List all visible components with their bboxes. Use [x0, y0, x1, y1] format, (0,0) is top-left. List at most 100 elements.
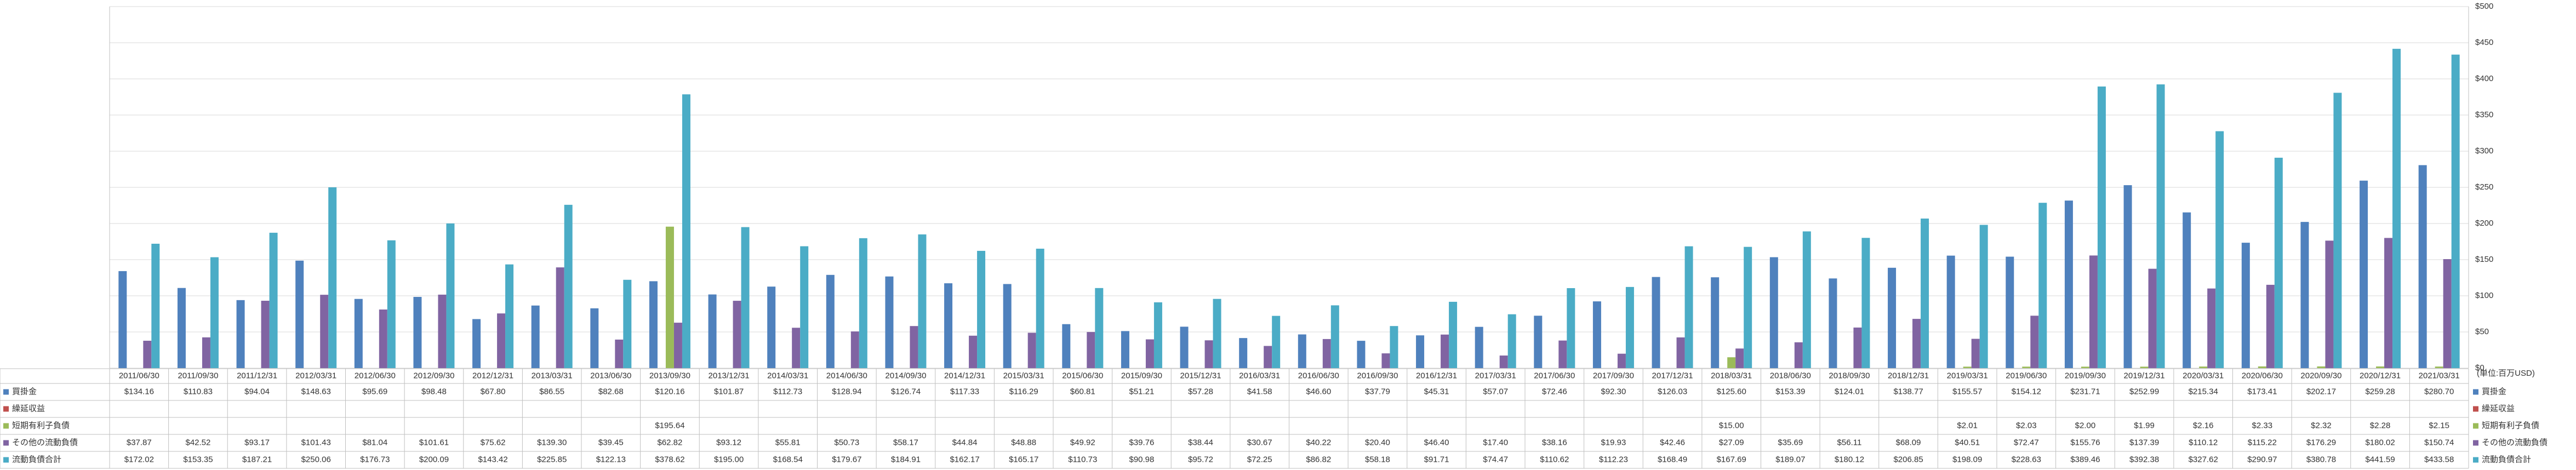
table-cell: $153.39: [1775, 387, 1805, 396]
bar: [1861, 238, 1870, 368]
legend-label: その他の流動負債: [12, 438, 78, 447]
bar: [1357, 341, 1366, 368]
bar: [1145, 339, 1154, 368]
table-cell: $138.77: [1893, 387, 1923, 396]
table-cell: $20.40: [1365, 438, 1390, 447]
table-cell: $37.79: [1365, 387, 1390, 396]
table-cell: $49.92: [1070, 438, 1095, 447]
table-cell: $48.88: [1011, 438, 1036, 447]
bar: [2207, 288, 2216, 368]
table-cell: $2.32: [2311, 421, 2332, 430]
table-cell: $57.07: [1483, 387, 1508, 396]
table-cell: $184.91: [891, 455, 921, 464]
x-tick-label: 2015/12/31: [1180, 371, 1221, 380]
x-tick-label: 2019/06/30: [2006, 371, 2047, 380]
table-cell: $56.11: [1837, 438, 1862, 447]
legend-label: 買掛金: [2482, 387, 2506, 396]
table-cell: $101.43: [301, 438, 331, 447]
table-cell: $155.57: [1952, 387, 1982, 396]
legend-swatch: [3, 423, 9, 429]
table-cell: $441.59: [2365, 455, 2395, 464]
x-tick-label: 2015/06/30: [1062, 371, 1103, 380]
x-tick-label: 2018/03/31: [1711, 371, 1752, 380]
legend-swatch: [3, 406, 9, 412]
x-tick-label: 2013/09/30: [649, 371, 690, 380]
table-cell: $154.12: [2012, 387, 2041, 396]
bar: [2140, 366, 2149, 368]
table-cell: $92.30: [1601, 387, 1626, 396]
table-cell: $2.03: [2016, 421, 2037, 430]
x-tick-label: 2014/12/31: [944, 371, 985, 380]
table-cell: $180.12: [1835, 455, 1864, 464]
bar: [2022, 366, 2031, 368]
table-cell: $167.69: [1717, 455, 1746, 464]
bar: [2258, 366, 2266, 368]
table-cell: $2.15: [2429, 421, 2449, 430]
bar: [446, 223, 455, 368]
bar: [1322, 339, 1331, 368]
table-cell: $38.16: [1542, 438, 1567, 447]
bar: [320, 295, 329, 368]
bar: [1979, 225, 1988, 368]
bar: [202, 337, 210, 368]
bar: [800, 246, 809, 368]
table-cell: $162.17: [950, 455, 979, 464]
table-cell: $176.29: [2306, 438, 2336, 447]
bar: [2148, 268, 2157, 368]
table-cell: $58.17: [893, 438, 918, 447]
x-tick-label: 2014/03/31: [767, 371, 808, 380]
bar: [2333, 93, 2342, 368]
bar: [623, 279, 632, 368]
table-cell: $195.00: [714, 455, 744, 464]
bar: [1676, 337, 1685, 368]
bar: [1272, 316, 1281, 368]
bar: [1625, 286, 1634, 368]
bar: [2392, 49, 2401, 368]
x-tick-label: 2019/03/31: [1947, 371, 1988, 380]
bar: [1592, 301, 1601, 368]
bar: [1095, 288, 1104, 368]
table-cell: $215.34: [2189, 387, 2218, 396]
bar: [2038, 203, 2047, 368]
bar: [1204, 340, 1213, 368]
bar: [859, 238, 867, 368]
bar: [269, 232, 278, 368]
table-cell: $93.17: [244, 438, 270, 447]
bar: [1153, 302, 1162, 368]
bar: [151, 243, 160, 368]
table-cell: $46.40: [1424, 438, 1449, 447]
table-cell: $122.13: [596, 455, 626, 464]
bar: [665, 226, 674, 368]
x-tick-label: 2020/03/31: [2183, 371, 2224, 380]
bar: [2443, 259, 2452, 368]
x-tick-label: 2020/06/30: [2242, 371, 2283, 380]
table-cell: $72.47: [2014, 438, 2039, 447]
table-cell: $67.80: [481, 387, 506, 396]
x-tick-label: 2012/06/30: [355, 371, 396, 380]
bar: [413, 297, 422, 368]
bar: [885, 276, 894, 368]
bar: [177, 288, 186, 368]
table-cell: $378.62: [655, 455, 684, 464]
table-cell: $125.60: [1717, 387, 1746, 396]
table-cell: $168.54: [773, 455, 803, 464]
legend-swatch: [2473, 440, 2478, 446]
bar: [261, 301, 270, 368]
bar: [1534, 316, 1543, 368]
table-cell: $117.33: [950, 387, 979, 396]
x-tick-label: 2014/06/30: [826, 371, 867, 380]
bar: [564, 204, 573, 368]
table-cell: $137.39: [2129, 438, 2159, 447]
bar: [387, 240, 396, 368]
table-cell: $252.99: [2129, 387, 2159, 396]
table-cell: $42.52: [185, 438, 210, 447]
table-cell: $86.55: [539, 387, 564, 396]
bar: [2123, 185, 2132, 368]
table-cell: $168.49: [1658, 455, 1687, 464]
legend-label: 流動負債合計: [12, 455, 61, 464]
table-cell: $112.73: [773, 387, 802, 396]
bar: [1416, 335, 1425, 368]
table-cell: $250.06: [301, 455, 331, 464]
bar: [1180, 326, 1189, 368]
table-cell: $72.46: [1542, 387, 1567, 396]
